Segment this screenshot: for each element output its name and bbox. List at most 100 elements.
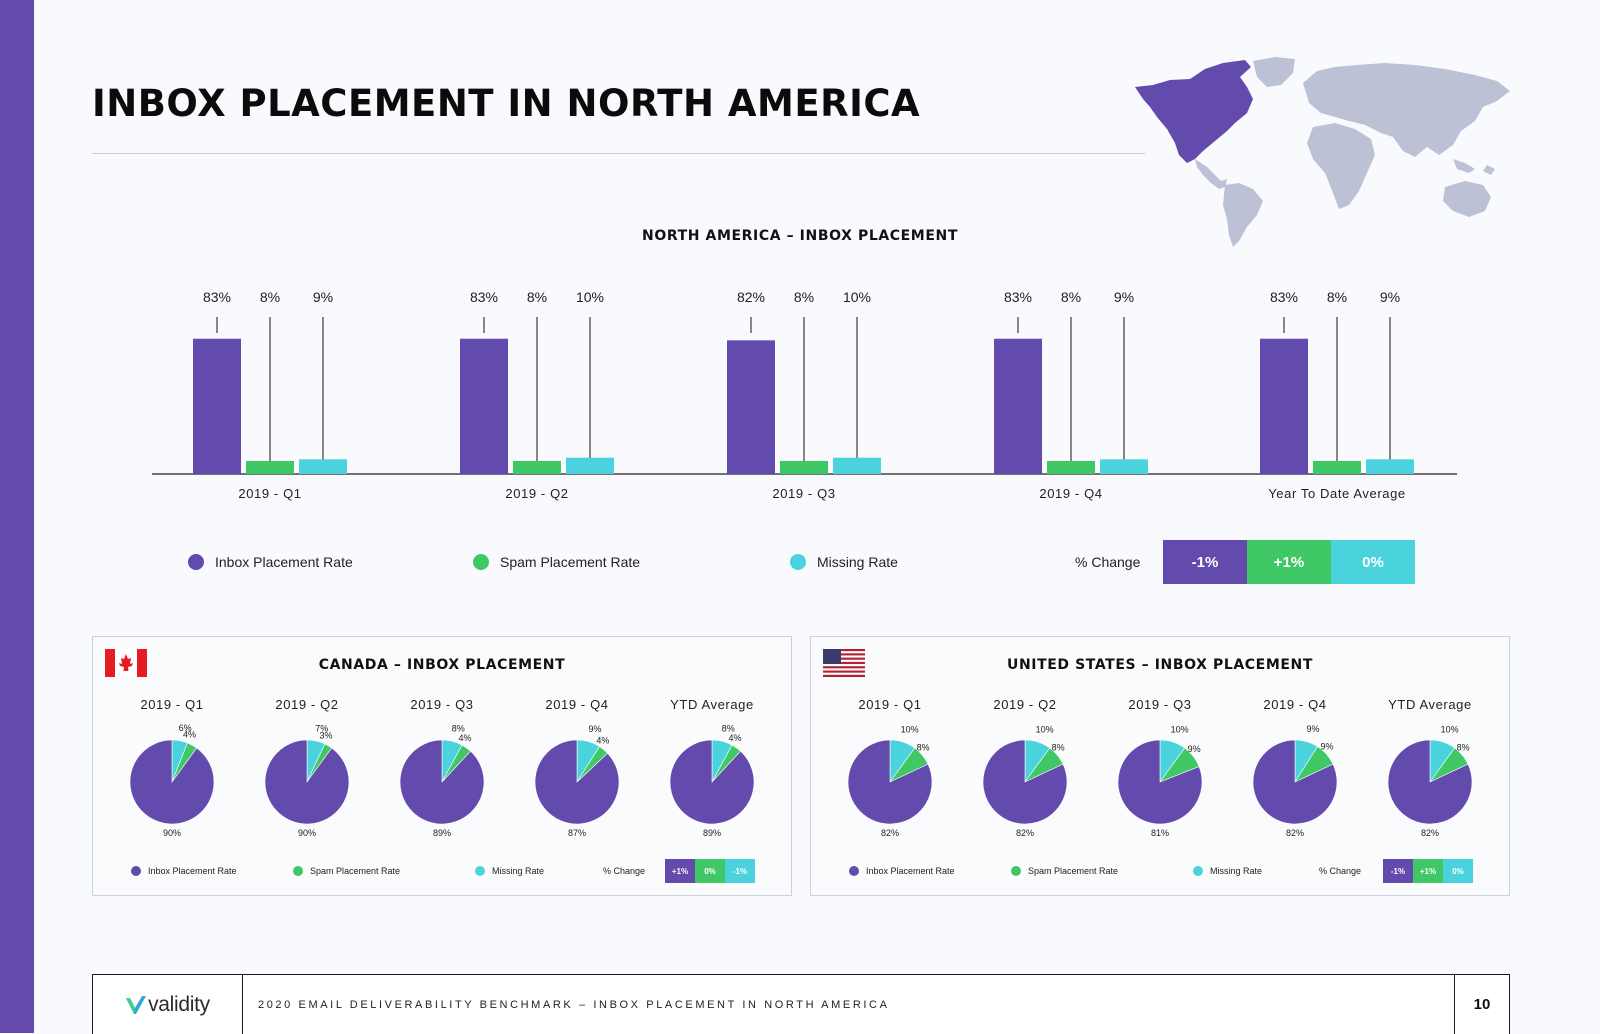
pie-data-label: 10% [1441,725,1459,735]
bar-data-label: 83% [470,289,498,305]
us-change-label: % Change [1319,866,1362,876]
change-values: -1% +1% 0% [1163,540,1415,584]
canada-legend-missing-label: Missing Rate [492,866,545,876]
canada-change-spam: 0% [695,859,725,883]
bar-data-label: 83% [203,289,231,305]
legend-spam-dot [473,554,489,570]
north-america-shape [1135,60,1253,163]
pie-data-label: 82% [881,828,899,838]
change-inbox: -1% [1163,540,1247,584]
pie-data-label: 8% [722,724,735,734]
pie-data-label: 8% [452,724,465,734]
canada-change-missing: -1% [725,859,755,883]
canada-panel: CANADA – INBOX PLACEMENT 2019 - Q1 6% 4% 90… [92,636,792,896]
pie-data-label: 8% [1457,743,1470,753]
logo-text: validity [148,992,210,1016]
pie-slice [1387,739,1473,825]
pie-category-label: 2019 - Q4 [1263,697,1326,712]
side-accent-bar [0,0,34,1033]
main-chart-title: NORTH AMERICA – INBOX PLACEMENT [642,228,958,244]
bar-data-label: 8% [1061,289,1081,305]
category-label: 2019 - Q2 [505,486,568,501]
page-number: 10 [1454,975,1509,1034]
legend-spam-label: Spam Placement Rate [500,554,641,570]
footer: validity 2020 EMAIL DELIVERABILITY BENCH… [92,974,1510,1034]
us-legend-spam: Spam Placement Rate [1011,859,1118,883]
bar-data-label: 8% [260,289,280,305]
legend-inbox-label: Inbox Placement Rate [215,554,353,570]
canada-legend-missing-dot [475,866,485,876]
north-america-bar-chart: 83% 8% 9% 2019 - Q1 83% 8% 10% 2019 - Q2 82% 8% 10… [152,289,1457,501]
bar-data-label: 82% [737,289,765,305]
canada-legend-spam: Spam Placement Rate [293,859,400,883]
legend-missing: Missing Rate [790,540,898,584]
us-legend-inbox-dot [849,866,859,876]
bar [727,340,775,474]
pie-data-label: 6% [179,723,192,733]
pie-data-label: 10% [1171,725,1189,735]
us-legend: Inbox Placement Rate Spam Placement Rate… [811,859,1511,883]
pie-slice [669,739,755,825]
bar-data-label: 10% [843,289,871,305]
pie-data-label: 4% [596,735,609,745]
pie-category-label: 2019 - Q3 [1128,697,1191,712]
pie-data-label: 82% [1421,828,1439,838]
bar [193,338,241,474]
canada-change-inbox: +1% [665,859,695,883]
legend-missing-label: Missing Rate [817,554,898,570]
central-america-shape [1195,159,1227,189]
validity-check-icon [126,995,147,1014]
legend-spam: Spam Placement Rate [473,540,640,584]
us-legend-missing: Missing Rate [1193,859,1262,883]
pie-data-label: 82% [1016,828,1034,838]
bar-data-label: 83% [1004,289,1032,305]
us-change-inbox: -1% [1383,859,1413,883]
pie-slice [129,739,215,825]
bar [1366,459,1414,474]
category-label: Year To Date Average [1268,486,1406,501]
australia-shape [1443,181,1491,217]
bar-data-label: 9% [1114,289,1134,305]
world-map-icon [1135,57,1510,247]
south-america-shape [1223,183,1263,247]
pie-data-label: 4% [458,733,471,743]
us-panel-title: UNITED STATES – INBOX PLACEMENT [1006,657,1314,673]
pie-category-label: YTD Average [670,697,754,712]
bar [1260,338,1308,474]
pie-data-label: 90% [163,828,181,838]
us-change-missing: 0% [1443,859,1473,883]
us-panel: UNITED STATES – INBOX PLACEMENT 2019 - Q… [810,636,1510,896]
bar-data-label: 8% [794,289,814,305]
us-legend-missing-label: Missing Rate [1210,866,1263,876]
pie-category-label: YTD Average [1388,697,1472,712]
change-spam: +1% [1247,540,1331,584]
pie-slice [1252,739,1338,825]
title-divider [92,153,1145,154]
bar [780,460,828,474]
islands-shape [1453,159,1495,175]
bar-data-label: 83% [1270,289,1298,305]
validity-logo: validity [125,993,210,1017]
bar [460,338,508,474]
category-label: 2019 - Q1 [238,486,301,501]
pie-slice [534,739,620,825]
bar [1047,460,1095,474]
legend-inbox-dot [188,554,204,570]
canada-legend: Inbox Placement Rate Spam Placement Rate… [93,859,793,883]
us-change-spam: +1% [1413,859,1443,883]
canada-change-label: % Change [603,866,646,876]
canada-legend-spam-dot [293,866,303,876]
bar [1100,459,1148,474]
bar-data-label: 8% [1327,289,1347,305]
bar [299,459,347,474]
us-flag-icon [823,649,865,677]
bar-data-label: 9% [1380,289,1400,305]
pie-category-label: 2019 - Q1 [140,697,203,712]
us-change-values: -1% +1% 0% [1383,859,1473,883]
canada-legend-missing: Missing Rate [475,859,544,883]
pie-data-label: 9% [589,724,602,734]
bar [1313,460,1361,474]
change-missing: 0% [1331,540,1415,584]
bar-data-label: 9% [313,289,333,305]
pie-slice [1117,739,1203,825]
